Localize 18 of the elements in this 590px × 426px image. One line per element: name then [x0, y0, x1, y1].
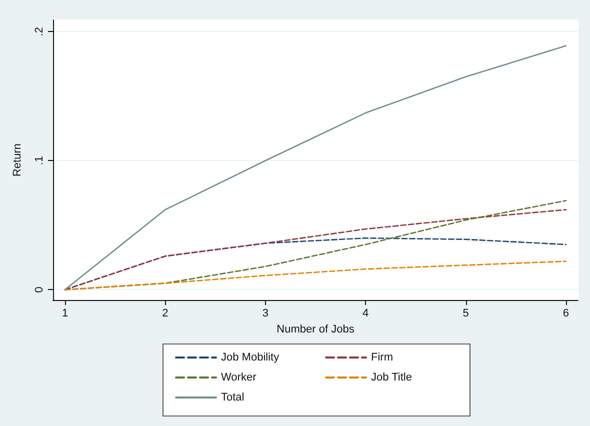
- legend-label: Job Mobility: [221, 352, 280, 364]
- y-tick-label: .2: [34, 27, 46, 36]
- y-axis-title: Return: [12, 143, 24, 177]
- y-tick-label: 0: [34, 286, 46, 293]
- x-tick-label: 5: [462, 308, 469, 320]
- legend-label: Total: [221, 392, 244, 404]
- x-axis-title: Number of Jobs: [276, 323, 355, 336]
- x-tick-label: 6: [562, 308, 570, 320]
- x-tick-label: 3: [262, 308, 268, 320]
- legend-label: Worker: [221, 372, 257, 384]
- legend-label: Firm: [371, 352, 393, 364]
- line-series: [64, 45, 567, 290]
- x-tick-label: 2: [162, 308, 168, 320]
- line-series: [64, 260, 567, 290]
- y-tick-label: .1: [34, 156, 46, 166]
- x-tick-label: 4: [362, 308, 369, 320]
- legend-label: Job Title: [371, 372, 412, 384]
- x-tick-label: 1: [62, 308, 68, 320]
